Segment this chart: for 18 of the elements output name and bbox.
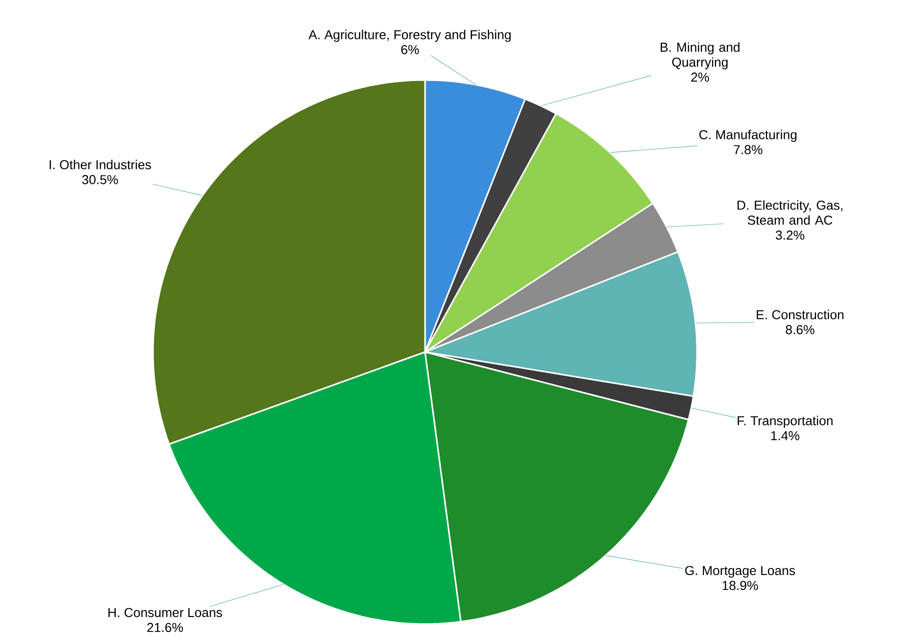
slice-label: B. Mining and Quarrying (660, 42, 740, 70)
slice-label: G. Mortgage Loans (685, 566, 795, 578)
slice-label: E. Construction (756, 310, 844, 320)
slice-label: A. Agriculture, Forestry and Fishing (308, 30, 511, 42)
data-label: 7.8% (734, 145, 762, 154)
slice-label: F. Transportation (738, 416, 833, 428)
data-label: 1.4% (771, 431, 800, 440)
data-label: 3.2% (776, 230, 804, 240)
data-label: 18.9% (722, 580, 758, 590)
data-label: 21.6% (147, 622, 183, 632)
data-label: 6% (401, 45, 419, 54)
slice-label: H. Consumer Loans (108, 608, 222, 618)
slice-label: C. Manufacturing (699, 130, 796, 142)
slice-label: D. Electricity, Gas, Steam and AC (738, 200, 842, 225)
data-label: 2% (691, 72, 709, 82)
data-label: 8.6% (786, 325, 814, 334)
slice-label: I. Other Industries (50, 160, 151, 170)
data-label: 30.5% (82, 175, 118, 184)
